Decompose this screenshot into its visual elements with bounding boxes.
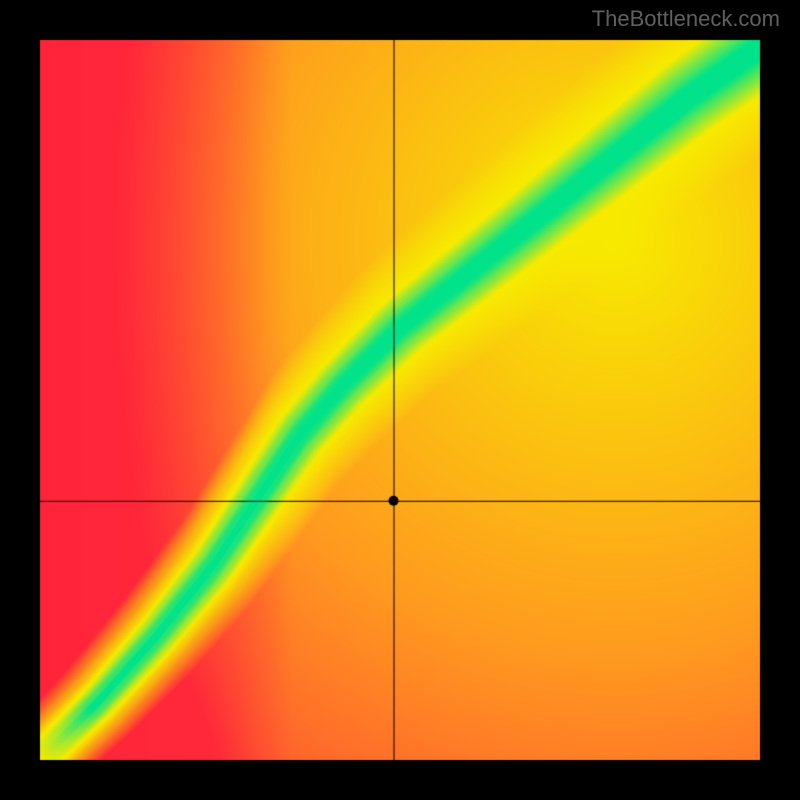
bottleneck-heatmap xyxy=(0,0,800,800)
watermark-text: TheBottleneck.com xyxy=(592,6,780,32)
